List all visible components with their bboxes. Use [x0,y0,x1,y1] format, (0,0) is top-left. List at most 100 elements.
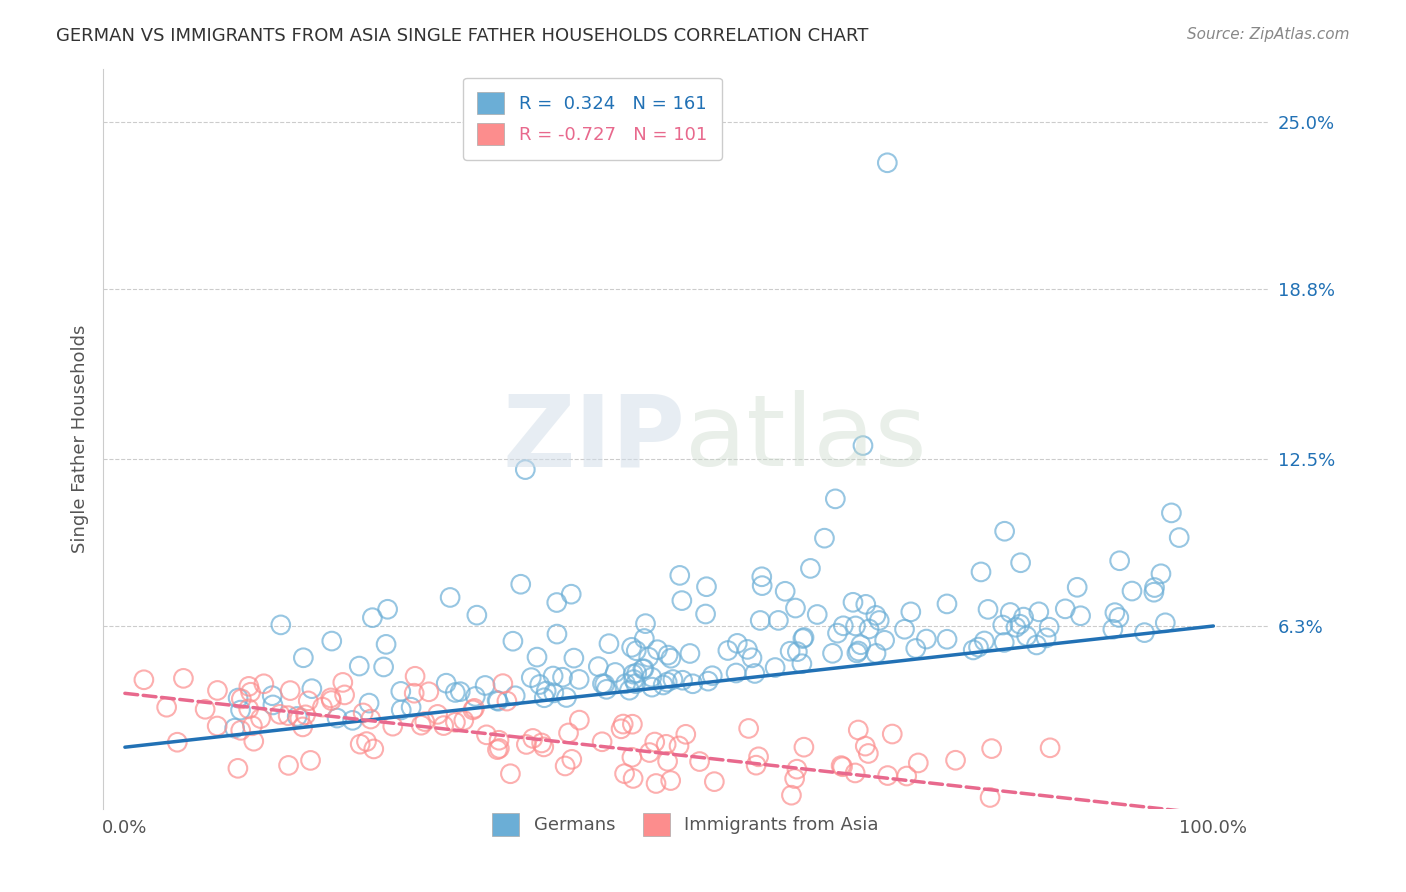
Point [444,685,467,699]
Point [262,689,284,703]
Point [166,735,188,749]
Point [842,595,865,609]
Point [614,676,637,690]
Point [830,758,852,772]
Point [453,714,475,728]
Point [945,753,967,767]
Point [763,660,786,674]
Point [1028,605,1050,619]
Point [377,602,399,616]
Point [242,719,264,733]
Point [645,776,668,790]
Point [486,742,509,756]
Point [659,651,682,665]
Point [970,565,993,579]
Point [156,700,179,714]
Point [613,766,636,780]
Point [509,577,531,591]
Point [418,685,440,699]
Point [319,690,342,705]
Point [849,638,872,652]
Point [845,646,868,660]
Point [356,734,378,748]
Point [977,602,1000,616]
Point [359,696,381,710]
Point [502,634,524,648]
Point [915,632,938,646]
Point [821,646,844,660]
Point [1070,608,1092,623]
Point [671,673,693,688]
Point [744,666,766,681]
Point [529,677,551,691]
Point [641,680,664,694]
Point [896,769,918,783]
Point [751,570,773,584]
Point [562,651,585,665]
Point [725,665,748,680]
Point [262,698,284,712]
Point [853,739,876,753]
Point [647,642,669,657]
Point [277,758,299,772]
Point [1108,610,1130,624]
Point [620,750,643,764]
Point [637,650,659,665]
Point [486,694,509,708]
Point [278,683,301,698]
Point [993,635,1015,649]
Point [621,772,644,786]
Point [389,703,412,717]
Point [904,641,927,656]
Point [249,712,271,726]
Point [496,694,519,708]
Point [381,719,404,733]
Point [671,593,693,607]
Point [1066,580,1088,594]
Point [644,735,666,749]
Point [499,766,522,780]
Point [749,614,772,628]
Point [475,728,498,742]
Point [229,703,252,717]
Point [1160,506,1182,520]
Point [610,722,633,736]
Point [224,721,246,735]
Point [413,714,436,729]
Point [375,637,398,651]
Point [332,675,354,690]
Point [1025,638,1047,652]
Point [695,580,717,594]
Point [659,773,682,788]
Point [790,657,813,671]
Point [725,636,748,650]
Point [551,670,574,684]
Point [605,665,627,680]
Point [463,701,485,715]
Text: atlas: atlas [686,391,927,487]
Point [269,707,291,722]
Point [657,648,679,662]
Point [907,756,929,770]
Point [526,650,548,665]
Point [598,637,620,651]
Point [702,669,724,683]
Point [205,719,228,733]
Point [492,676,515,690]
Point [745,758,768,772]
Point [291,720,314,734]
Point [626,666,648,681]
Point [593,677,616,691]
Point [689,755,711,769]
Point [546,627,568,641]
Point [717,643,740,657]
Point [229,723,252,738]
Point [1143,585,1166,599]
Point [389,684,412,698]
Point [679,647,702,661]
Point [1035,631,1057,645]
Point [865,647,887,661]
Point [621,717,644,731]
Point [868,614,890,628]
Point [1150,566,1173,581]
